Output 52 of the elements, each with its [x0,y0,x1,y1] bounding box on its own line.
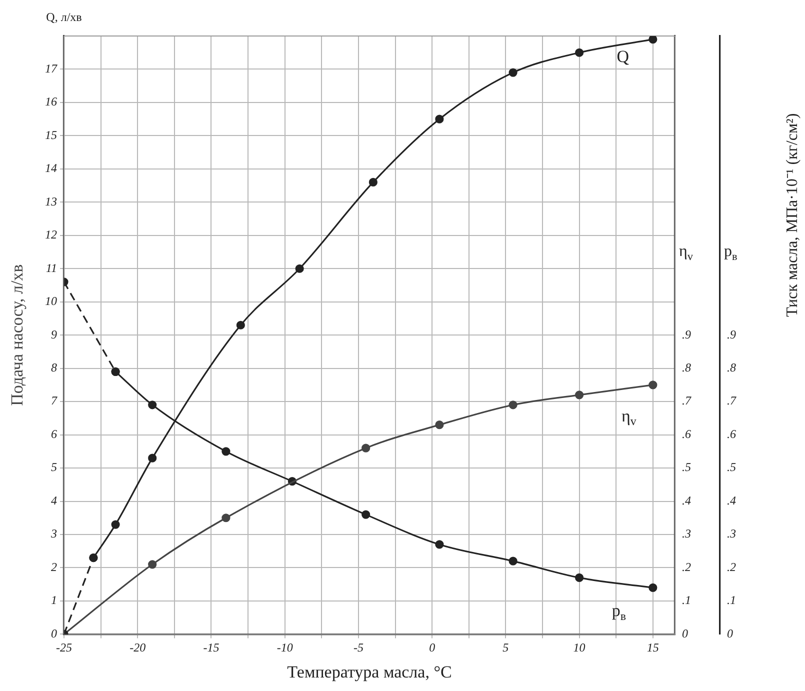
text: Q, л/хв [46,10,82,24]
y3-tick-label: .5 [727,460,736,474]
y-tick-label: 0 [51,626,57,640]
y3-tick-label: .9 [727,327,736,342]
y-tick-label: 16 [45,94,57,109]
y-tick-label: 17 [45,61,58,76]
y2-tick-label: .7 [682,394,692,408]
y2-tick-label: .5 [682,460,691,474]
y3-tick-label: .1 [727,593,736,608]
y2-tick-label: .9 [682,327,691,342]
y-tick-label: 15 [45,128,57,142]
y2-tick-label: .1 [682,593,691,608]
y2-tick-label: 0 [682,626,688,640]
y3-tick-label: .8 [727,360,736,374]
y-tick-label: 7 [51,394,58,408]
y-tick-label: 12 [45,228,57,242]
y3-tick-label: .4 [727,493,736,508]
y-tick-label: 2 [51,560,57,574]
y-tick-label: 3 [50,526,57,541]
y-tick-label: 10 [45,294,57,308]
x-tick-label: -15 [203,640,220,655]
text: Тиск масла, МПа·10⁻¹ (кг/см²) [784,113,802,317]
y2-tick-label: .3 [682,526,691,541]
y3-tick-label: .2 [727,560,736,574]
y2-tick-label: .4 [682,493,691,508]
x-tick-label: 15 [646,640,659,655]
x-tick-label: 10 [573,640,586,655]
y-axis-title: Подача насосу, л/хв [8,264,27,406]
y2-tick-label: .6 [682,426,691,441]
y-tick-label: 14 [45,161,57,176]
y-tick-label: 8 [51,360,57,374]
y3-tick-label: 0 [727,626,733,640]
y-tick-label: 4 [51,493,57,508]
y-tick-label: 1 [51,593,57,608]
y-tick-label: 5 [51,460,57,474]
x-tick-label: 0 [429,640,436,655]
x-tick-label: -20 [130,640,146,655]
x-tick-label: -10 [276,640,293,655]
y2-tick-label: .8 [682,360,691,374]
y-tick-label: 11 [46,260,57,275]
series-label: Q [616,46,630,66]
x-axis-title: Температура масла, °C [287,662,452,682]
x-tick-label: -25 [56,640,72,655]
y3-tick-label: .6 [727,426,736,441]
y2-tick-label: .2 [682,560,691,574]
y3-tick-label: .7 [727,394,737,408]
y-tick-label: 13 [45,194,57,208]
y-tick-label: 9 [51,327,57,342]
x-tick-label: -5 [353,640,364,655]
x-tick-label: 5 [502,640,509,655]
y-tick-label: 6 [51,426,57,441]
y3-tick-label: .3 [727,526,736,541]
